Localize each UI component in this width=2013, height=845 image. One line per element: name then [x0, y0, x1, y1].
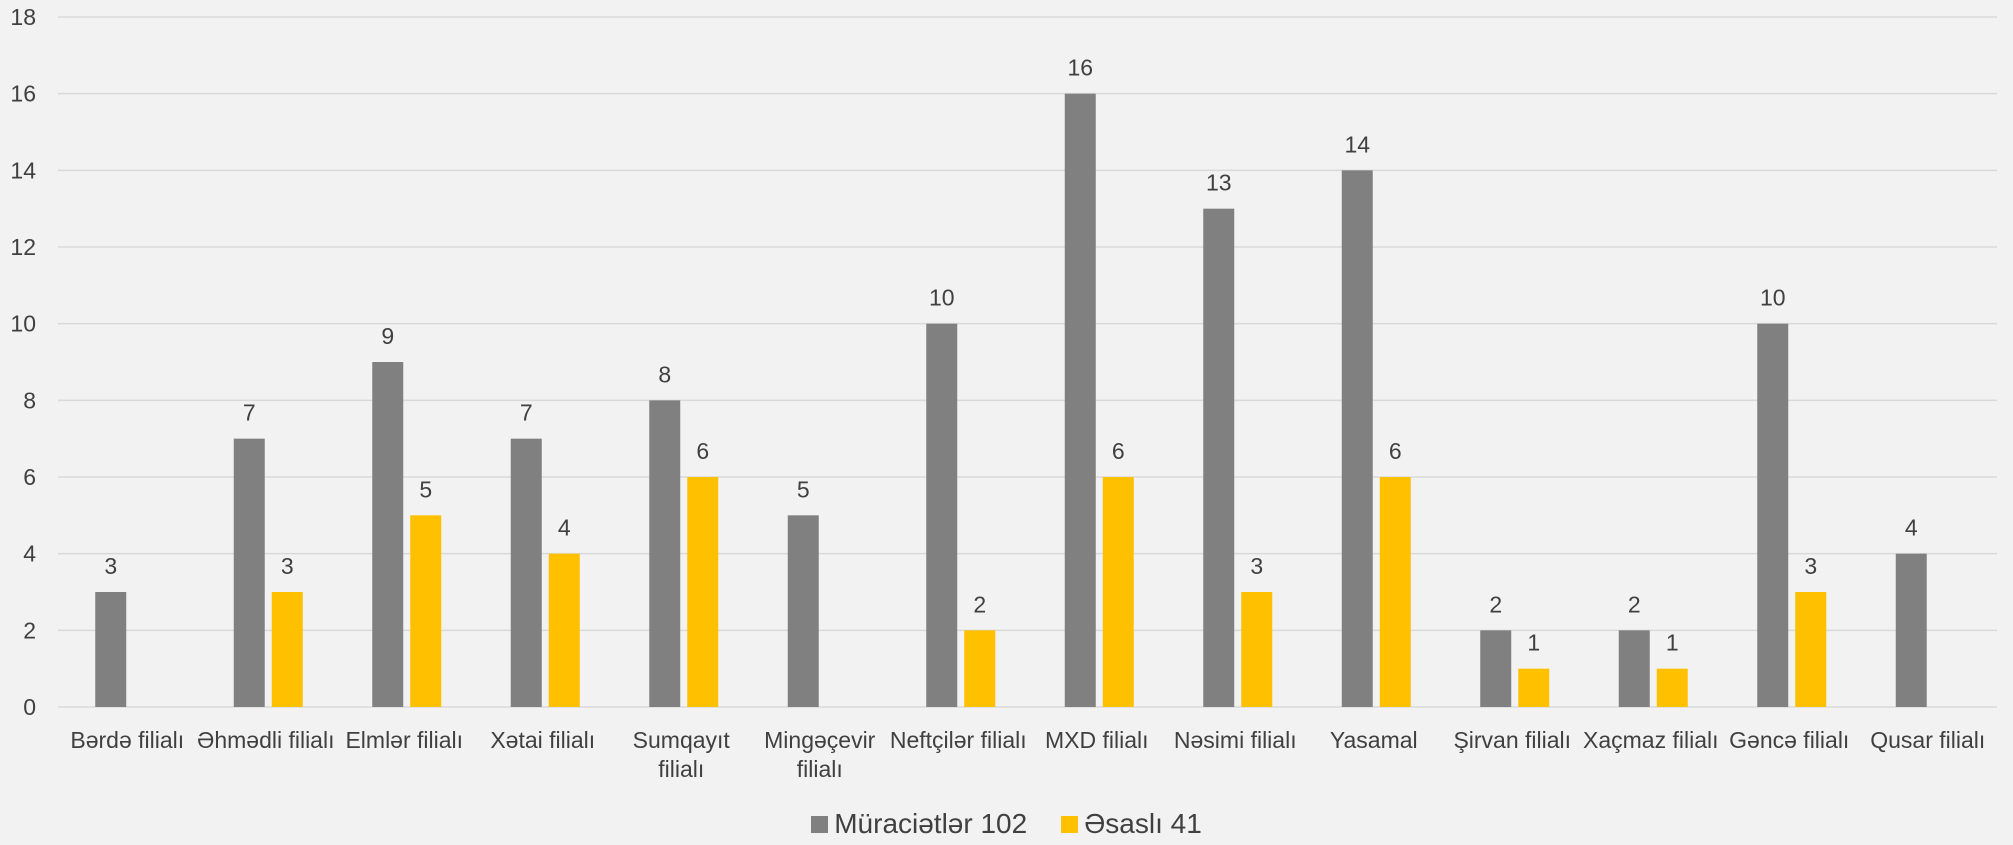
bar [964, 630, 996, 707]
data-label: 1 [1527, 630, 1540, 656]
bar [233, 438, 265, 707]
bar [1895, 553, 1927, 707]
bar [1379, 477, 1411, 707]
data-label: 3 [281, 553, 294, 579]
bar [1518, 668, 1550, 707]
bar [548, 553, 580, 707]
data-label: 7 [520, 400, 533, 426]
data-label: 4 [1905, 515, 1918, 541]
y-tick-label: 8 [23, 387, 36, 413]
x-tick-label: Sumqayıt filialı [632, 727, 730, 782]
bar [372, 362, 404, 707]
x-tick-label: Yasamal [1329, 727, 1418, 753]
x-tick-label: Elmlər filialı [345, 727, 464, 753]
y-tick-label: 14 [10, 157, 36, 183]
bar [1656, 668, 1688, 707]
data-label: 5 [419, 476, 432, 502]
data-label: 3 [104, 553, 117, 579]
bar [1203, 208, 1235, 707]
y-tick-label: 10 [10, 311, 36, 337]
x-tick-label: Mingəçevir filialı [764, 727, 876, 782]
x-tick-label: Xaçmaz filialı [1583, 727, 1719, 753]
legend-item: Müraciətlər 102 [811, 808, 1027, 840]
legend-label: Əsaslı 41 [1084, 808, 1202, 839]
data-label: 1 [1666, 630, 1679, 656]
bar [1618, 630, 1650, 707]
x-tick-label: Əhmədli filialı [197, 727, 335, 753]
bar [1341, 170, 1373, 708]
bar [271, 592, 303, 707]
bar [95, 592, 127, 707]
data-label: 16 [1067, 55, 1093, 81]
data-label: 4 [558, 515, 571, 541]
x-tick-label: Nəsimi filialı [1173, 727, 1297, 753]
data-label: 6 [1112, 438, 1125, 464]
data-label: 13 [1206, 170, 1232, 196]
data-label: 7 [243, 400, 256, 426]
x-tick-label: MXD filialı [1044, 727, 1149, 753]
x-tick-label: Qusar filialı [1870, 727, 1986, 753]
data-label: 2 [973, 591, 986, 617]
bar [1241, 592, 1273, 707]
bar [787, 515, 819, 707]
data-label: 9 [381, 323, 394, 349]
bar [1064, 93, 1096, 707]
x-tick-label: Şirvan filialı [1453, 727, 1572, 753]
y-tick-label: 6 [23, 464, 36, 490]
data-label: 3 [1250, 553, 1263, 579]
legend: Müraciətlər 102 Əsaslı 41 [0, 808, 2013, 840]
data-label: 6 [1389, 438, 1402, 464]
y-tick-label: 4 [23, 541, 36, 567]
data-label: 6 [696, 438, 709, 464]
x-tick-label: Bərdə filialı [70, 727, 185, 753]
y-tick-label: 2 [23, 617, 36, 643]
bar [1102, 477, 1134, 707]
bar [687, 477, 719, 707]
data-label: 14 [1344, 131, 1370, 157]
data-label: 2 [1489, 591, 1502, 617]
bar [1795, 592, 1827, 707]
legend-item: Əsaslı 41 [1061, 808, 1202, 840]
y-tick-label: 0 [23, 694, 36, 720]
data-label: 8 [658, 361, 671, 387]
bar [1480, 630, 1512, 707]
legend-swatch [1061, 815, 1079, 833]
legend-swatch [811, 815, 829, 833]
data-label: 10 [929, 285, 955, 311]
y-tick-label: 16 [10, 81, 36, 107]
data-label: 3 [1804, 553, 1817, 579]
data-label: 2 [1628, 591, 1641, 617]
bar [926, 323, 958, 707]
legend-label: Müraciətlər 102 [834, 808, 1028, 839]
bar [649, 400, 681, 707]
bar [510, 438, 542, 707]
bar [1757, 323, 1789, 707]
data-label: 5 [797, 476, 810, 502]
data-label: 10 [1760, 285, 1786, 311]
x-tick-label: Neftçilər filialı [889, 727, 1027, 753]
x-tick-label: Xətai filialı [490, 727, 596, 753]
x-tick-label: Gəncə filialı [1729, 727, 1850, 753]
y-tick-label: 18 [10, 4, 36, 30]
bar [410, 515, 442, 707]
y-tick-label: 12 [10, 234, 36, 260]
